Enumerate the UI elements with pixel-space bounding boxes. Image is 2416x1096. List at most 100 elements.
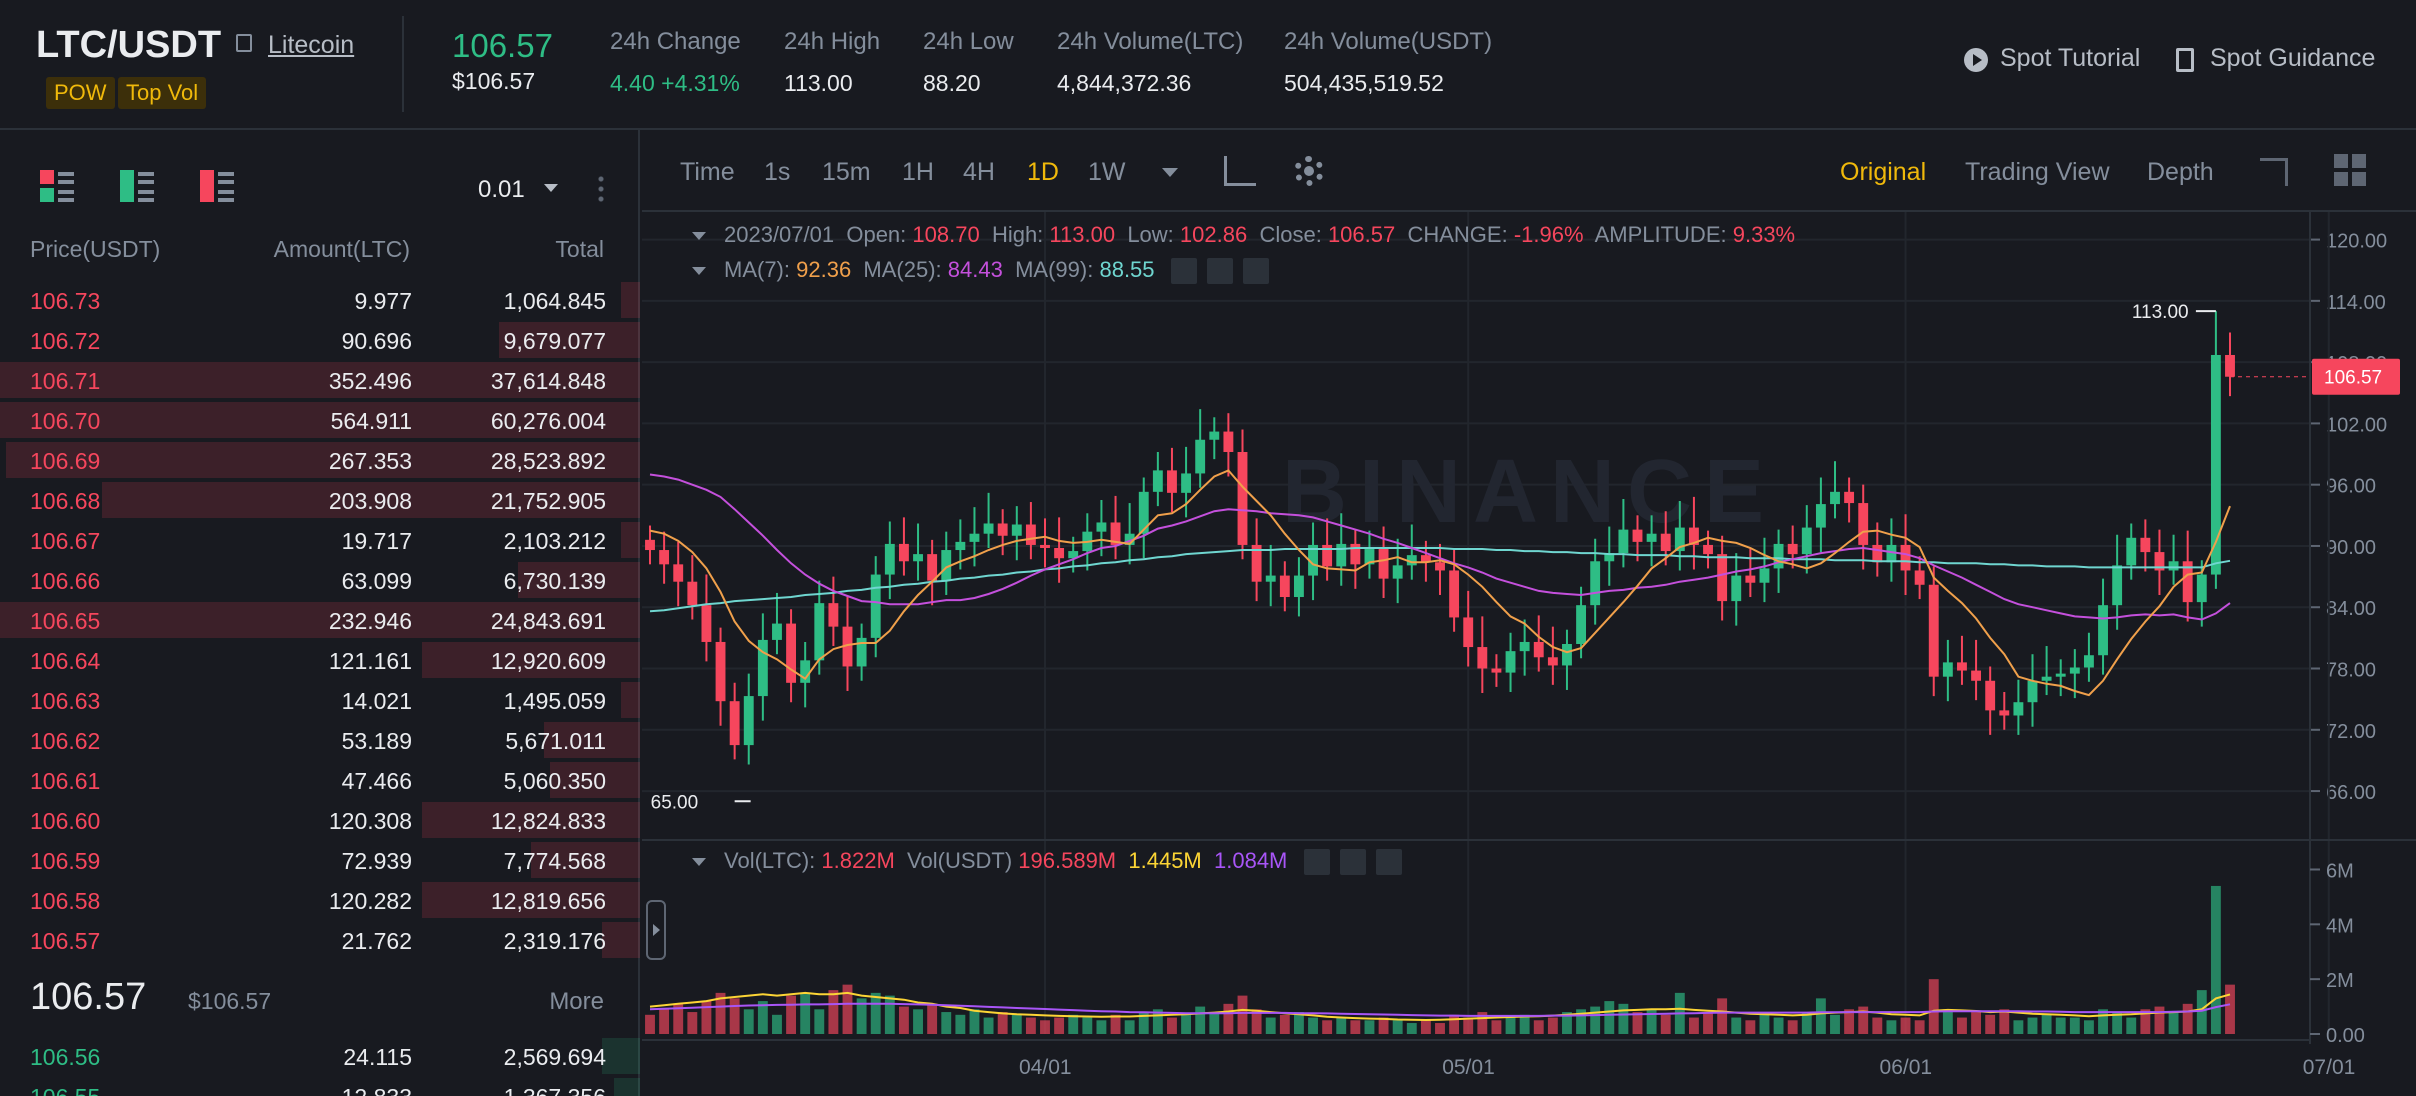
more-options-icon[interactable] <box>598 174 604 204</box>
volume-bar <box>2225 984 2235 1034</box>
ask-row[interactable]: 106.60 120.308 12,824.833 <box>0 800 640 840</box>
depth-bar <box>531 842 640 878</box>
ask-row[interactable]: 106.59 72.939 7,774.568 <box>0 840 640 880</box>
copy-icon[interactable] <box>236 34 252 52</box>
ask-row[interactable]: 106.73 9.977 1,064.845 <box>0 280 640 320</box>
candle-body <box>2182 561 2193 603</box>
book-icon[interactable] <box>2176 48 2194 72</box>
vol-tick-label: 6M <box>2326 860 2354 882</box>
candle-body <box>1957 662 1967 671</box>
bid-row[interactable]: 106.56 24.115 2,569.694 <box>0 1036 640 1076</box>
ask-row[interactable]: 106.71 352.496 37,614.848 <box>0 360 640 400</box>
ask-total: 5,060.350 <box>503 768 606 794</box>
fullscreen-icon[interactable] <box>2260 158 2288 186</box>
tag-pow[interactable]: POW <box>46 77 115 109</box>
candle-body <box>1463 617 1474 648</box>
expand-panel-tab[interactable] <box>646 900 666 960</box>
candle-body <box>2140 537 2151 553</box>
gear-icon[interactable] <box>1339 849 1366 876</box>
candle-body <box>786 623 797 683</box>
ask-row[interactable]: 106.66 63.099 6,730.139 <box>0 560 640 600</box>
stat-24h-low: 24h Low 88.20 <box>923 28 1014 97</box>
ask-row[interactable]: 106.65 232.946 24,843.691 <box>0 600 640 640</box>
volume-bar <box>2055 1017 2066 1034</box>
volume-bar <box>659 1009 670 1034</box>
chevron-down-icon[interactable] <box>544 184 558 192</box>
ask-price: 106.59 <box>30 848 101 874</box>
candle-body <box>2126 537 2137 566</box>
chevron-down-icon[interactable] <box>1162 168 1178 177</box>
volume-bar <box>1830 1014 1840 1034</box>
coin-info-link[interactable]: Litecoin <box>268 31 355 59</box>
depth-bar <box>422 642 640 678</box>
depth-bar <box>620 282 640 318</box>
close-icon[interactable] <box>1375 849 1402 876</box>
vol-tick-label: 2M <box>2326 970 2354 992</box>
interval-1d[interactable]: 1D <box>1027 158 1059 186</box>
layout-grid-icon[interactable] <box>2334 154 2366 186</box>
indicator-chart-icon[interactable] <box>1224 156 1256 186</box>
bid-row[interactable]: 106.55 12.833 1,367.356 <box>0 1076 640 1096</box>
ask-price: 106.63 <box>30 688 101 714</box>
ask-amount: 47.466 <box>341 768 412 794</box>
ask-row[interactable]: 106.58 120.282 12,819.656 <box>0 880 640 920</box>
pair-title[interactable]: LTC/USDT <box>36 24 222 66</box>
bids-view-icon[interactable] <box>120 170 154 204</box>
ask-row[interactable]: 106.72 90.696 9,679.077 <box>0 320 640 360</box>
ask-row[interactable]: 106.68 203.908 21,752.905 <box>0 480 640 520</box>
volume-bar <box>1957 1017 1967 1034</box>
eye-icon[interactable] <box>1170 258 1197 285</box>
ask-row[interactable]: 106.64 121.161 12,920.609 <box>0 640 640 680</box>
candle-body <box>1985 680 1996 711</box>
play-icon[interactable] <box>1964 48 1988 72</box>
interval-4h[interactable]: 4H <box>963 158 995 186</box>
close-label: Close: <box>1259 222 1322 247</box>
candlestick-chart[interactable]: 120.00114.00108.00102.0096.0090.0084.007… <box>642 212 2416 1096</box>
chevron-down-icon[interactable] <box>692 267 706 276</box>
ask-row[interactable]: 106.69 267.353 28,523.892 <box>0 440 640 480</box>
spot-guidance-link[interactable]: Spot Guidance <box>2210 44 2376 72</box>
gear-icon[interactable] <box>1206 258 1233 285</box>
depth-bar <box>499 322 640 358</box>
ask-row[interactable]: 106.62 53.189 5,671.011 <box>0 720 640 760</box>
interval-time[interactable]: Time <box>680 158 735 186</box>
spot-tutorial-link[interactable]: Spot Tutorial <box>2000 44 2141 72</box>
volume-bar <box>1068 1014 1079 1034</box>
volume-bar <box>673 1003 684 1034</box>
tag-top-vol[interactable]: Top Vol <box>118 77 207 109</box>
volume-bar <box>1900 1017 1911 1034</box>
volume-bar <box>1999 1009 2010 1034</box>
both-sides-view-icon[interactable] <box>40 170 74 204</box>
chevron-down-icon[interactable] <box>692 858 706 867</box>
gear-icon[interactable] <box>1294 156 1324 186</box>
interval-1w[interactable]: 1W <box>1088 158 1126 186</box>
price-column-header: Price(USDT) <box>30 236 161 262</box>
ask-row[interactable]: 106.57 21.762 2,319.176 <box>0 920 640 960</box>
ask-row[interactable]: 106.61 47.466 5,060.350 <box>0 760 640 800</box>
asks-view-icon[interactable] <box>200 170 234 204</box>
volume-bar <box>1167 1017 1177 1034</box>
interval-1h[interactable]: 1H <box>902 158 934 186</box>
candle-body <box>1703 544 1713 555</box>
view-trading-view[interactable]: Trading View <box>1965 158 2110 186</box>
view-original[interactable]: Original <box>1840 158 1927 186</box>
chevron-down-icon[interactable] <box>692 232 706 241</box>
candle-body <box>955 541 966 551</box>
depth-bar <box>102 482 640 518</box>
volume-bar <box>1505 1017 1516 1034</box>
close-icon[interactable] <box>1242 258 1269 285</box>
interval-15m[interactable]: 15m <box>822 158 871 186</box>
stat-24h-volume-ltc: 24h Volume(LTC) 4,844,372.36 <box>1057 28 1243 97</box>
precision-select[interactable]: 0.01 <box>478 176 525 203</box>
candle-body <box>856 637 867 667</box>
ask-total: 7,774.568 <box>503 848 606 874</box>
ask-row[interactable]: 106.63 14.021 1,495.059 <box>0 680 640 720</box>
eye-icon[interactable] <box>1303 849 1330 876</box>
candle-body <box>1237 452 1248 545</box>
ask-row[interactable]: 106.70 564.911 60,276.004 <box>0 400 640 440</box>
view-depth[interactable]: Depth <box>2147 158 2214 186</box>
volume-bar <box>1124 1020 1135 1034</box>
interval-1s[interactable]: 1s <box>764 158 791 186</box>
ask-row[interactable]: 106.67 19.717 2,103.212 <box>0 520 640 560</box>
more-link[interactable]: More <box>549 988 604 1015</box>
